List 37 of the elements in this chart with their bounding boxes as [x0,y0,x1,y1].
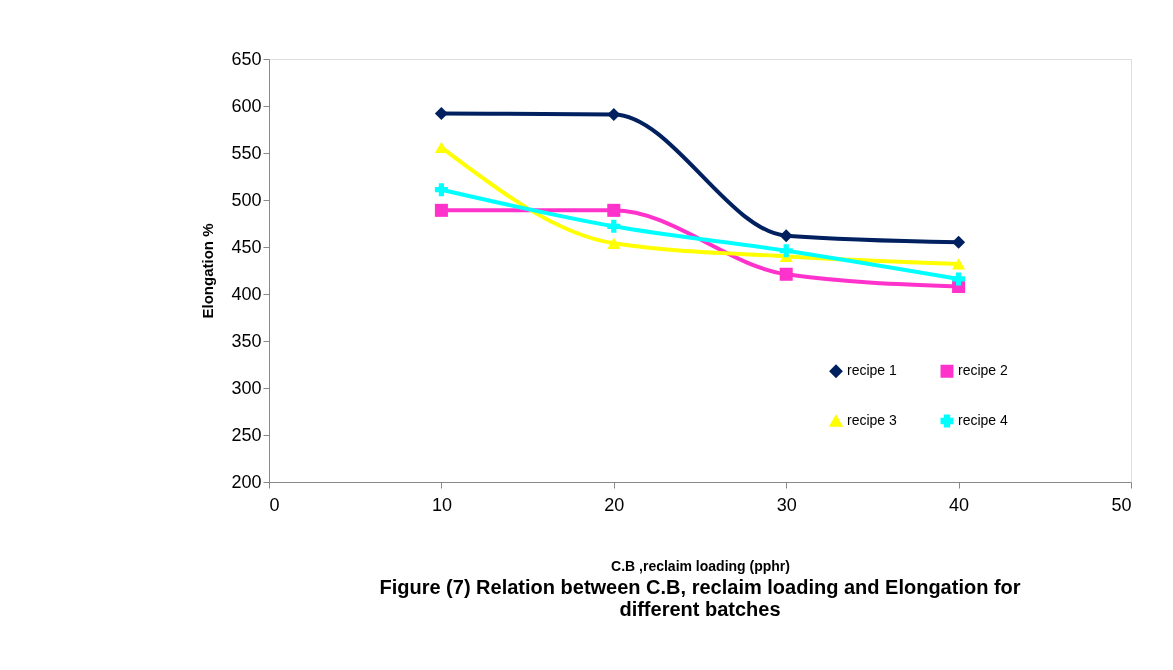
y-axis-title: Elongation % [199,223,217,319]
x-tick-label: 10 [431,494,452,515]
x-tick-label: 50 [1111,494,1132,515]
point [607,237,621,249]
y-tick-label: 650 [231,48,262,69]
y-tick-label: 300 [231,377,262,398]
x-tick-label: 40 [949,494,970,515]
x-tick-label: 0 [269,494,280,515]
text: Figure (7) Relation between C.B, reclaim loading and Elongation for different batches [379,576,1021,620]
point [779,229,793,243]
y-tick-label: 250 [231,424,262,445]
point [607,203,621,217]
point [434,183,448,197]
y-tick-label: 450 [231,236,262,257]
x-tick-label: 30 [776,494,797,515]
x-axis-title: C.B ,reclaim loading (pphr) [611,557,790,574]
point [434,141,448,154]
y-tick-label: 350 [231,330,262,351]
point [779,244,793,258]
y-tick-label: 550 [231,142,262,163]
y-tick-label: 200 [231,471,262,492]
point [952,272,966,286]
legend-label: recipe 4 [958,412,1009,428]
x-tick-label: 20 [604,494,625,515]
legend-label: recipe 1 [847,362,898,379]
y-tick-label: 500 [231,189,262,210]
point [952,235,966,249]
point [434,203,448,217]
legend-label: recipe 2 [958,362,1009,379]
y-tick-label: 400 [231,283,262,304]
point [607,107,621,121]
y-tick-label: 600 [231,95,262,116]
legend-label: recipe 3 [847,412,898,428]
point [779,267,793,281]
point [434,107,448,121]
point [952,258,966,270]
point [607,219,621,233]
